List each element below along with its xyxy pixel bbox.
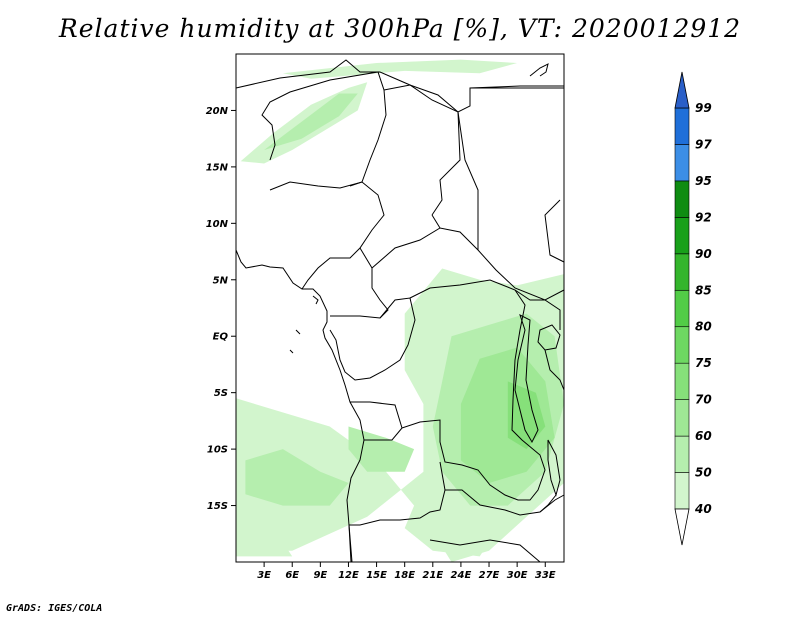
zambia-border bbox=[445, 489, 565, 516]
humidity-zone-9 bbox=[404, 505, 499, 557]
mali-niger-border bbox=[261, 71, 387, 187]
nile-red-sea-coast bbox=[529, 63, 549, 77]
colorbar-segment bbox=[674, 289, 690, 328]
lat-tick-label: 10S bbox=[207, 445, 228, 456]
lat-tick-label: EQ bbox=[213, 332, 229, 343]
lat-tick-label: 20N bbox=[206, 106, 229, 117]
longitude-axis: 3E 6E 9E 12E 15E 18E 21E 24E 27E 30E 33E bbox=[257, 562, 556, 581]
latitude-axis: 20N 15N 10N 5N EQ 5S 10S 15S bbox=[206, 106, 236, 512]
lake-victoria bbox=[537, 324, 561, 351]
gulf-islands bbox=[289, 295, 319, 354]
colorbar: 40 50 60 70 75 80 85 90 92 95 97 99 bbox=[674, 71, 712, 546]
lon-tick-label: 27E bbox=[479, 570, 500, 581]
great-lakes bbox=[514, 314, 539, 444]
humidity-zone-10 bbox=[236, 528, 293, 557]
lon-tick-label: 30E bbox=[507, 570, 528, 581]
colorbar-segment bbox=[674, 326, 690, 364]
colorbar-label: 70 bbox=[695, 393, 712, 407]
colorbar-label: 95 bbox=[695, 174, 712, 188]
lon-tick-label: 33E bbox=[535, 570, 556, 581]
west-africa-coastline bbox=[235, 249, 365, 563]
chad-sudan-border bbox=[431, 111, 479, 250]
humidity-zone-2 bbox=[282, 59, 518, 79]
colorbar-label: 75 bbox=[695, 356, 712, 370]
colorbar-segment bbox=[674, 107, 690, 145]
colorbar-segment bbox=[674, 144, 690, 182]
country-borders bbox=[235, 59, 565, 563]
lon-tick-label: 18E bbox=[394, 570, 415, 581]
lat-tick-label: 15N bbox=[206, 162, 229, 173]
lon-tick-label: 6E bbox=[285, 570, 299, 581]
colorbar-label: 92 bbox=[695, 210, 712, 224]
humidity-zone-8 bbox=[348, 426, 415, 472]
colorbar-segment bbox=[674, 435, 690, 473]
colorbar-label: 80 bbox=[695, 320, 712, 334]
colorbar-segment bbox=[674, 472, 690, 510]
car-border bbox=[371, 227, 565, 301]
colorbar-min-triangle bbox=[674, 508, 690, 546]
colorbar-segment bbox=[674, 180, 690, 218]
cameroon-border bbox=[330, 247, 389, 319]
colorbar-segment bbox=[674, 362, 690, 400]
lon-tick-label: 3E bbox=[257, 570, 271, 581]
colorbar-label: 50 bbox=[695, 466, 712, 480]
colorbar-label: 40 bbox=[694, 502, 712, 516]
grads-credit: GrADS: IGES/COLA bbox=[6, 603, 103, 614]
colorbar-max-triangle bbox=[674, 71, 690, 109]
lon-tick-label: 9E bbox=[313, 570, 327, 581]
sudan-east-border bbox=[470, 87, 565, 263]
niger-chad-border bbox=[383, 84, 461, 216]
namibia-border bbox=[348, 524, 541, 563]
colorbar-label: 97 bbox=[695, 137, 712, 151]
lat-tick-label: 10N bbox=[206, 219, 229, 230]
colorbar-label: 99 bbox=[695, 101, 712, 115]
lat-tick-label: 15S bbox=[207, 501, 228, 512]
east-africa-border bbox=[514, 289, 565, 513]
lon-tick-label: 12E bbox=[338, 570, 359, 581]
map-title: Relative humidity at 300hPa [%], VT: 202… bbox=[58, 14, 742, 43]
congo-border bbox=[329, 297, 416, 381]
map-frame bbox=[235, 53, 565, 563]
lon-tick-label: 21E bbox=[422, 570, 443, 581]
lat-tick-label: 5N bbox=[213, 275, 229, 286]
colorbar-segment bbox=[674, 399, 690, 437]
colorbar-label: 60 bbox=[695, 429, 712, 443]
humidity-fill-layer bbox=[236, 59, 564, 562]
humidity-zone-5 bbox=[460, 347, 555, 483]
colorbar-segment bbox=[674, 253, 690, 291]
lon-tick-label: 24E bbox=[451, 570, 472, 581]
colorbar-segment bbox=[674, 217, 690, 255]
angola-border bbox=[349, 427, 446, 526]
humidity-zone-7 bbox=[245, 449, 349, 506]
humidity-zone-1 bbox=[264, 93, 358, 150]
drc-border bbox=[350, 279, 546, 501]
lon-tick-label: 15E bbox=[366, 570, 387, 581]
colorbar-label: 85 bbox=[695, 283, 712, 297]
lat-tick-label: 5S bbox=[214, 388, 228, 399]
nigeria-border bbox=[269, 181, 385, 290]
colorbar-label: 90 bbox=[695, 247, 712, 261]
